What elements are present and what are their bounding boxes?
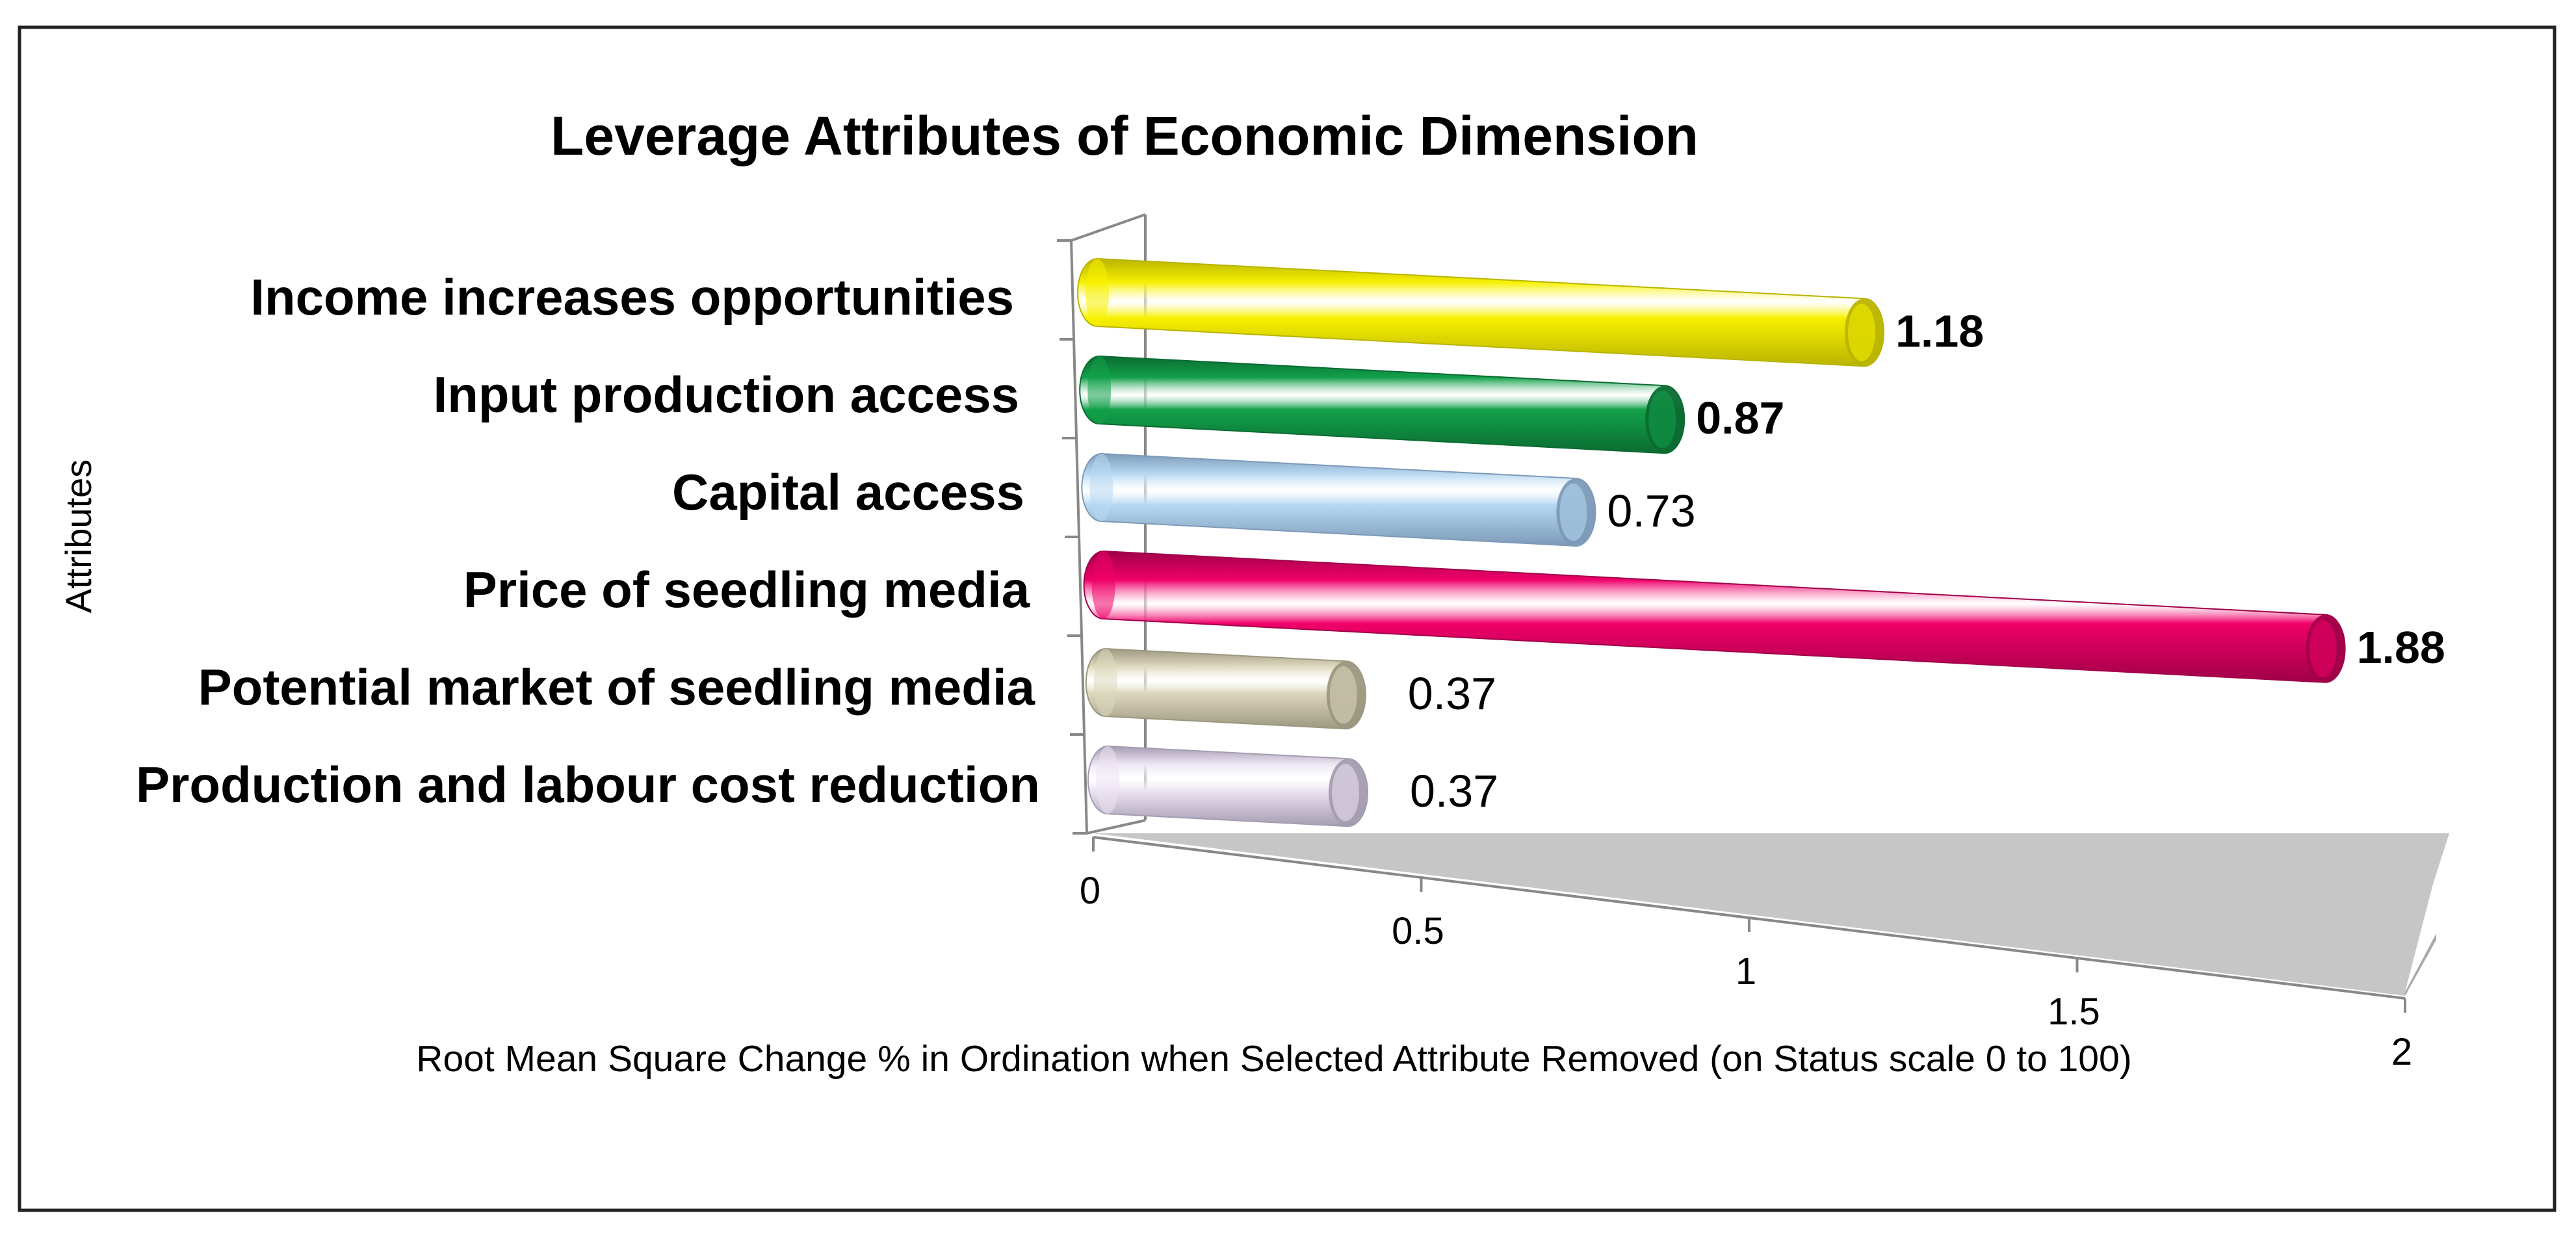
- bars: [1077, 257, 2346, 827]
- bar-end-cap-shade: [1648, 391, 1676, 448]
- x-axis: 0 0.5 1 1.5 2: [1080, 836, 2412, 1073]
- category-label-potential-market-of-seedling-media: Potential market of seedling media: [198, 658, 1035, 716]
- bar-start-cap: [1089, 454, 1113, 521]
- bar-body: [1087, 745, 1368, 827]
- category-label-capital-access: Capital access: [672, 463, 1024, 521]
- value-labels: 1.18 0.870.73 1.88 0.37 0.37: [1408, 306, 2445, 816]
- bar-start-cap: [1096, 746, 1119, 814]
- category-label-income-increases-opportunities: Income increases opportunities: [250, 268, 1014, 326]
- bar-start-cap: [1086, 259, 1109, 326]
- value-label-potential-market-of-seedling-media: 0.37: [1408, 668, 1496, 719]
- bar-body: [1085, 647, 1366, 730]
- bar-input-production-access: [1079, 355, 1685, 454]
- y-axis-title: Attributes: [58, 460, 99, 614]
- bar-start-cap: [1093, 649, 1117, 716]
- bar-income-increases-opportunities: [1077, 257, 1884, 367]
- value-label-price-of-seedling-media: 1.88: [2357, 622, 2445, 673]
- chart-floor: [1093, 833, 2449, 996]
- bar-potential-market-of-seedling-media: [1085, 647, 1366, 730]
- chart-title: Leverage Attributes of Economic Dimensio…: [551, 105, 1698, 166]
- bar-end-cap-shade: [1848, 304, 1875, 361]
- x-tick-label-2: 2: [2391, 1031, 2412, 1073]
- x-axis-title: Root Mean Square Change % in Ordination …: [416, 1038, 2131, 1080]
- x-tick-label-0: 0: [1080, 870, 1100, 912]
- bar-end-cap-shade: [1329, 666, 1357, 724]
- chart-floor-side: [2405, 933, 2436, 996]
- axis-bottom-connector: [1086, 819, 1146, 835]
- bar-end-cap-shade: [1332, 764, 1359, 822]
- category-labels: Income increases opportunities Input prod…: [136, 268, 1040, 813]
- value-label-input-production-access: 0.87: [1696, 393, 1784, 443]
- value-label-capital-access: 0.73: [1607, 486, 1695, 536]
- bar-capital-access: [1081, 452, 1596, 547]
- bar-price-of-seedling-media: [1083, 550, 2346, 683]
- bar-start-cap: [1091, 551, 1115, 619]
- axis-top-connector: [1071, 213, 1146, 242]
- bar-start-cap: [1087, 356, 1112, 424]
- bar-end-cap-shade: [2309, 619, 2337, 677]
- x-tick-label-1-5: 1.5: [2048, 991, 2100, 1033]
- value-label-income-increases-opportunities: 1.18: [1895, 306, 1984, 356]
- bar-end-cap-shade: [1559, 483, 1587, 541]
- y-axis-ticks: [1057, 239, 1087, 835]
- category-label-price-of-seedling-media: Price of seedling media: [463, 561, 1030, 618]
- bar-production-and-labour-cost-reduction: [1087, 745, 1368, 827]
- value-label-production-and-labour-cost-reduction: 0.37: [1410, 766, 1498, 816]
- category-label-production-and-labour-cost-reduction: Production and labour cost reduction: [136, 756, 1040, 813]
- category-label-input-production-access: Input production access: [434, 366, 1019, 423]
- x-tick-label-1: 1: [1736, 950, 1756, 993]
- x-tick-label-0-5: 0.5: [1392, 910, 1444, 952]
